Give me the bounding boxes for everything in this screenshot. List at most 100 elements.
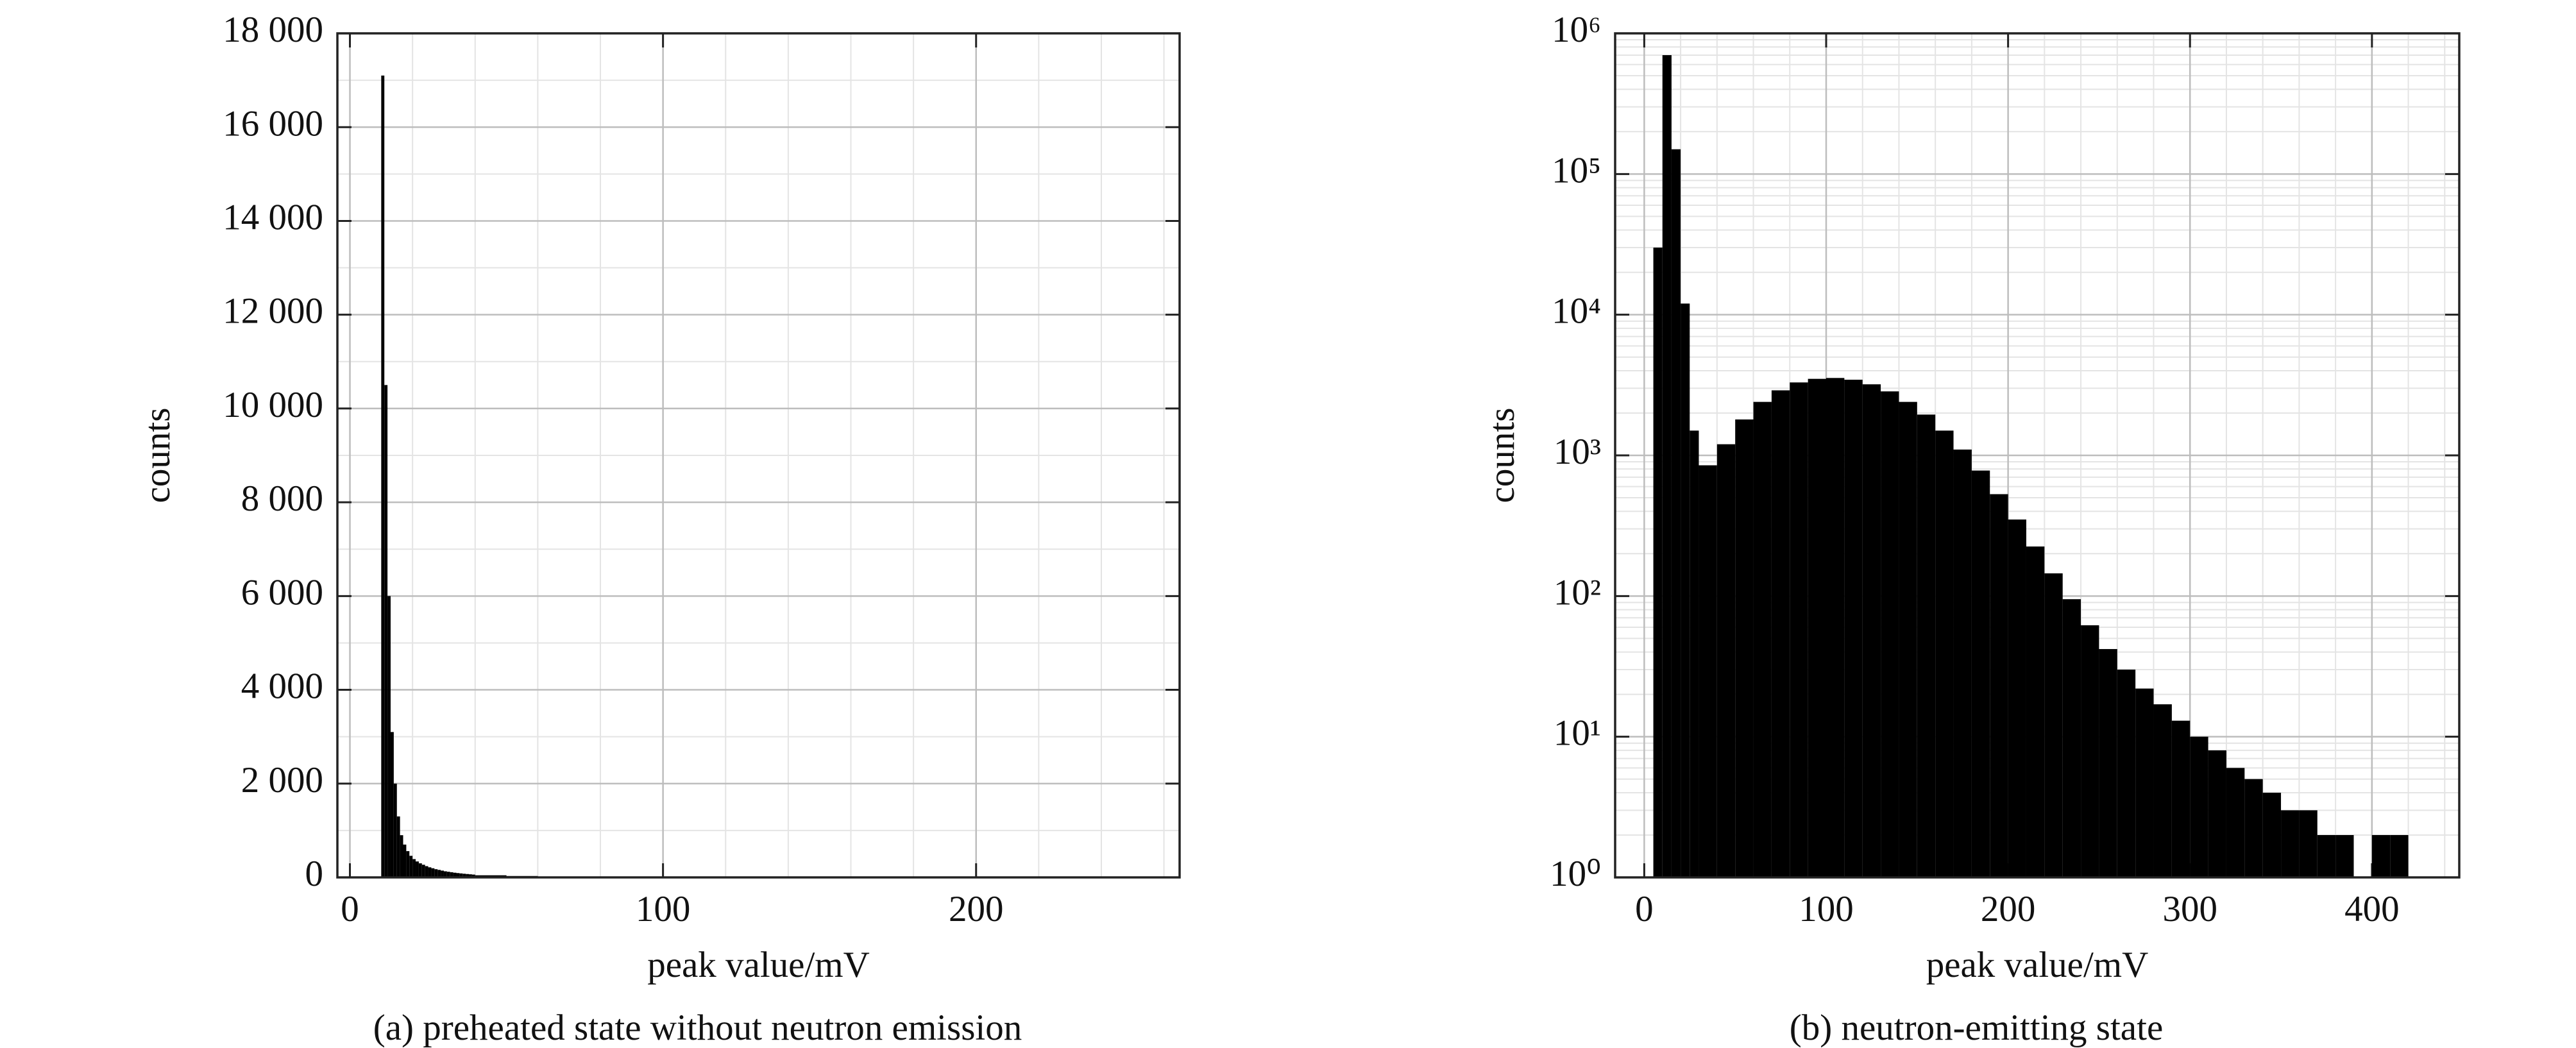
x-axis-label: peak value/mV xyxy=(647,945,870,985)
bar xyxy=(1753,401,1772,877)
bar xyxy=(2081,625,2099,877)
bar xyxy=(409,856,413,877)
bar xyxy=(443,871,447,877)
bar xyxy=(1699,465,1717,877)
bar xyxy=(1690,430,1699,877)
y-tick-label: 18 000 xyxy=(223,10,323,50)
y-tick-label: 16 000 xyxy=(223,103,323,144)
bar xyxy=(466,874,470,877)
bar xyxy=(384,385,388,877)
bar xyxy=(396,816,400,877)
bar xyxy=(2390,834,2409,877)
bar xyxy=(2208,750,2226,877)
bar xyxy=(1862,384,1881,877)
bar xyxy=(2262,792,2282,877)
y-tick-label: 12 000 xyxy=(223,291,323,332)
x-tick-label: 300 xyxy=(2162,889,2217,929)
bar xyxy=(418,863,422,877)
y-tick-label: 10³ xyxy=(1554,432,1601,472)
bar xyxy=(2299,810,2318,877)
bar xyxy=(1899,401,1917,877)
bar xyxy=(1790,382,1808,877)
bar xyxy=(381,75,385,877)
bar xyxy=(1935,430,1954,877)
bar xyxy=(2244,779,2263,877)
y-tick-label: 2 000 xyxy=(241,760,323,800)
bar xyxy=(2226,768,2245,877)
bar xyxy=(471,874,475,877)
chart: 0 100 200 300 400 10⁰ 10¹ 10² 10³ 10⁴ 10⁵ 10⁶ peak v… xyxy=(1482,10,2461,1048)
bar xyxy=(1735,419,1754,877)
bar xyxy=(428,867,432,877)
bar xyxy=(1826,378,1845,877)
y-axis-label: counts xyxy=(137,408,178,503)
bar xyxy=(1716,444,1736,877)
bar xyxy=(1808,378,1826,877)
bar xyxy=(2099,648,2117,877)
bar xyxy=(387,596,391,877)
y-tick-label: 14 000 xyxy=(223,198,323,238)
bar xyxy=(2153,704,2172,877)
bar xyxy=(403,844,407,877)
x-tick-label: 0 xyxy=(1635,889,1654,929)
bar xyxy=(400,835,403,877)
bar xyxy=(406,851,410,877)
bar xyxy=(1681,303,1690,878)
y-axis-label: counts xyxy=(1482,408,1522,503)
y-tick-label: 10⁰ xyxy=(1550,854,1601,894)
x-tick-label: 0 xyxy=(341,889,359,929)
bar xyxy=(2008,520,2026,877)
bar xyxy=(421,865,425,877)
x-tick-label: 200 xyxy=(1981,889,2036,929)
y-tick-label: 10⁴ xyxy=(1552,291,1601,332)
bar xyxy=(2026,546,2045,877)
bar xyxy=(2062,599,2081,877)
y-tick-label: 10⁵ xyxy=(1552,150,1601,190)
x-tick-label: 200 xyxy=(949,889,1004,929)
y-tick-label: 10² xyxy=(1554,572,1601,613)
bar xyxy=(2044,573,2063,877)
bar xyxy=(459,873,463,877)
y-tick-label: 10¹ xyxy=(1554,713,1601,754)
x-axis-label: peak value/mV xyxy=(1926,945,2149,985)
bar xyxy=(1671,149,1681,877)
bar xyxy=(446,872,450,877)
x-tick-label: 100 xyxy=(1799,889,1854,929)
bar xyxy=(441,870,444,877)
chart-caption: (a) preheated state without neutron emis… xyxy=(373,1008,1022,1048)
bar xyxy=(393,783,397,877)
y-tick-label: 10⁶ xyxy=(1552,10,1601,50)
bar xyxy=(390,732,394,877)
x-tick-label: 100 xyxy=(636,889,691,929)
bar xyxy=(2371,834,2391,877)
x-tick-label: 400 xyxy=(2344,889,2400,929)
bar xyxy=(450,872,453,877)
bar xyxy=(2281,810,2300,877)
bar xyxy=(2171,720,2190,877)
bar xyxy=(2190,736,2208,877)
bar xyxy=(1662,55,1672,877)
bar xyxy=(431,868,435,877)
plot-frame xyxy=(1614,32,2461,879)
bar xyxy=(453,872,457,877)
bar xyxy=(1844,380,1863,877)
bar xyxy=(456,873,460,877)
bar xyxy=(434,869,438,877)
bar xyxy=(1971,470,1990,877)
bar xyxy=(425,866,428,877)
bar xyxy=(1917,414,1936,877)
chart: 0 100 200 0 2 000 4 000 6 000 8 000 10 000 12 000… xyxy=(137,10,1181,1048)
y-tick-label: 8 000 xyxy=(241,478,323,519)
y-tick-label: 4 000 xyxy=(241,666,323,707)
bar xyxy=(437,870,441,877)
y-tick-label: 10 000 xyxy=(223,385,323,425)
bar xyxy=(2317,834,2336,877)
bar xyxy=(1953,449,1972,877)
bar xyxy=(2335,834,2354,877)
bar xyxy=(2135,688,2154,877)
y-tick-label: 0 xyxy=(305,854,324,894)
bar xyxy=(412,859,416,877)
bar xyxy=(1771,390,1790,877)
plot-frame xyxy=(336,32,1181,879)
